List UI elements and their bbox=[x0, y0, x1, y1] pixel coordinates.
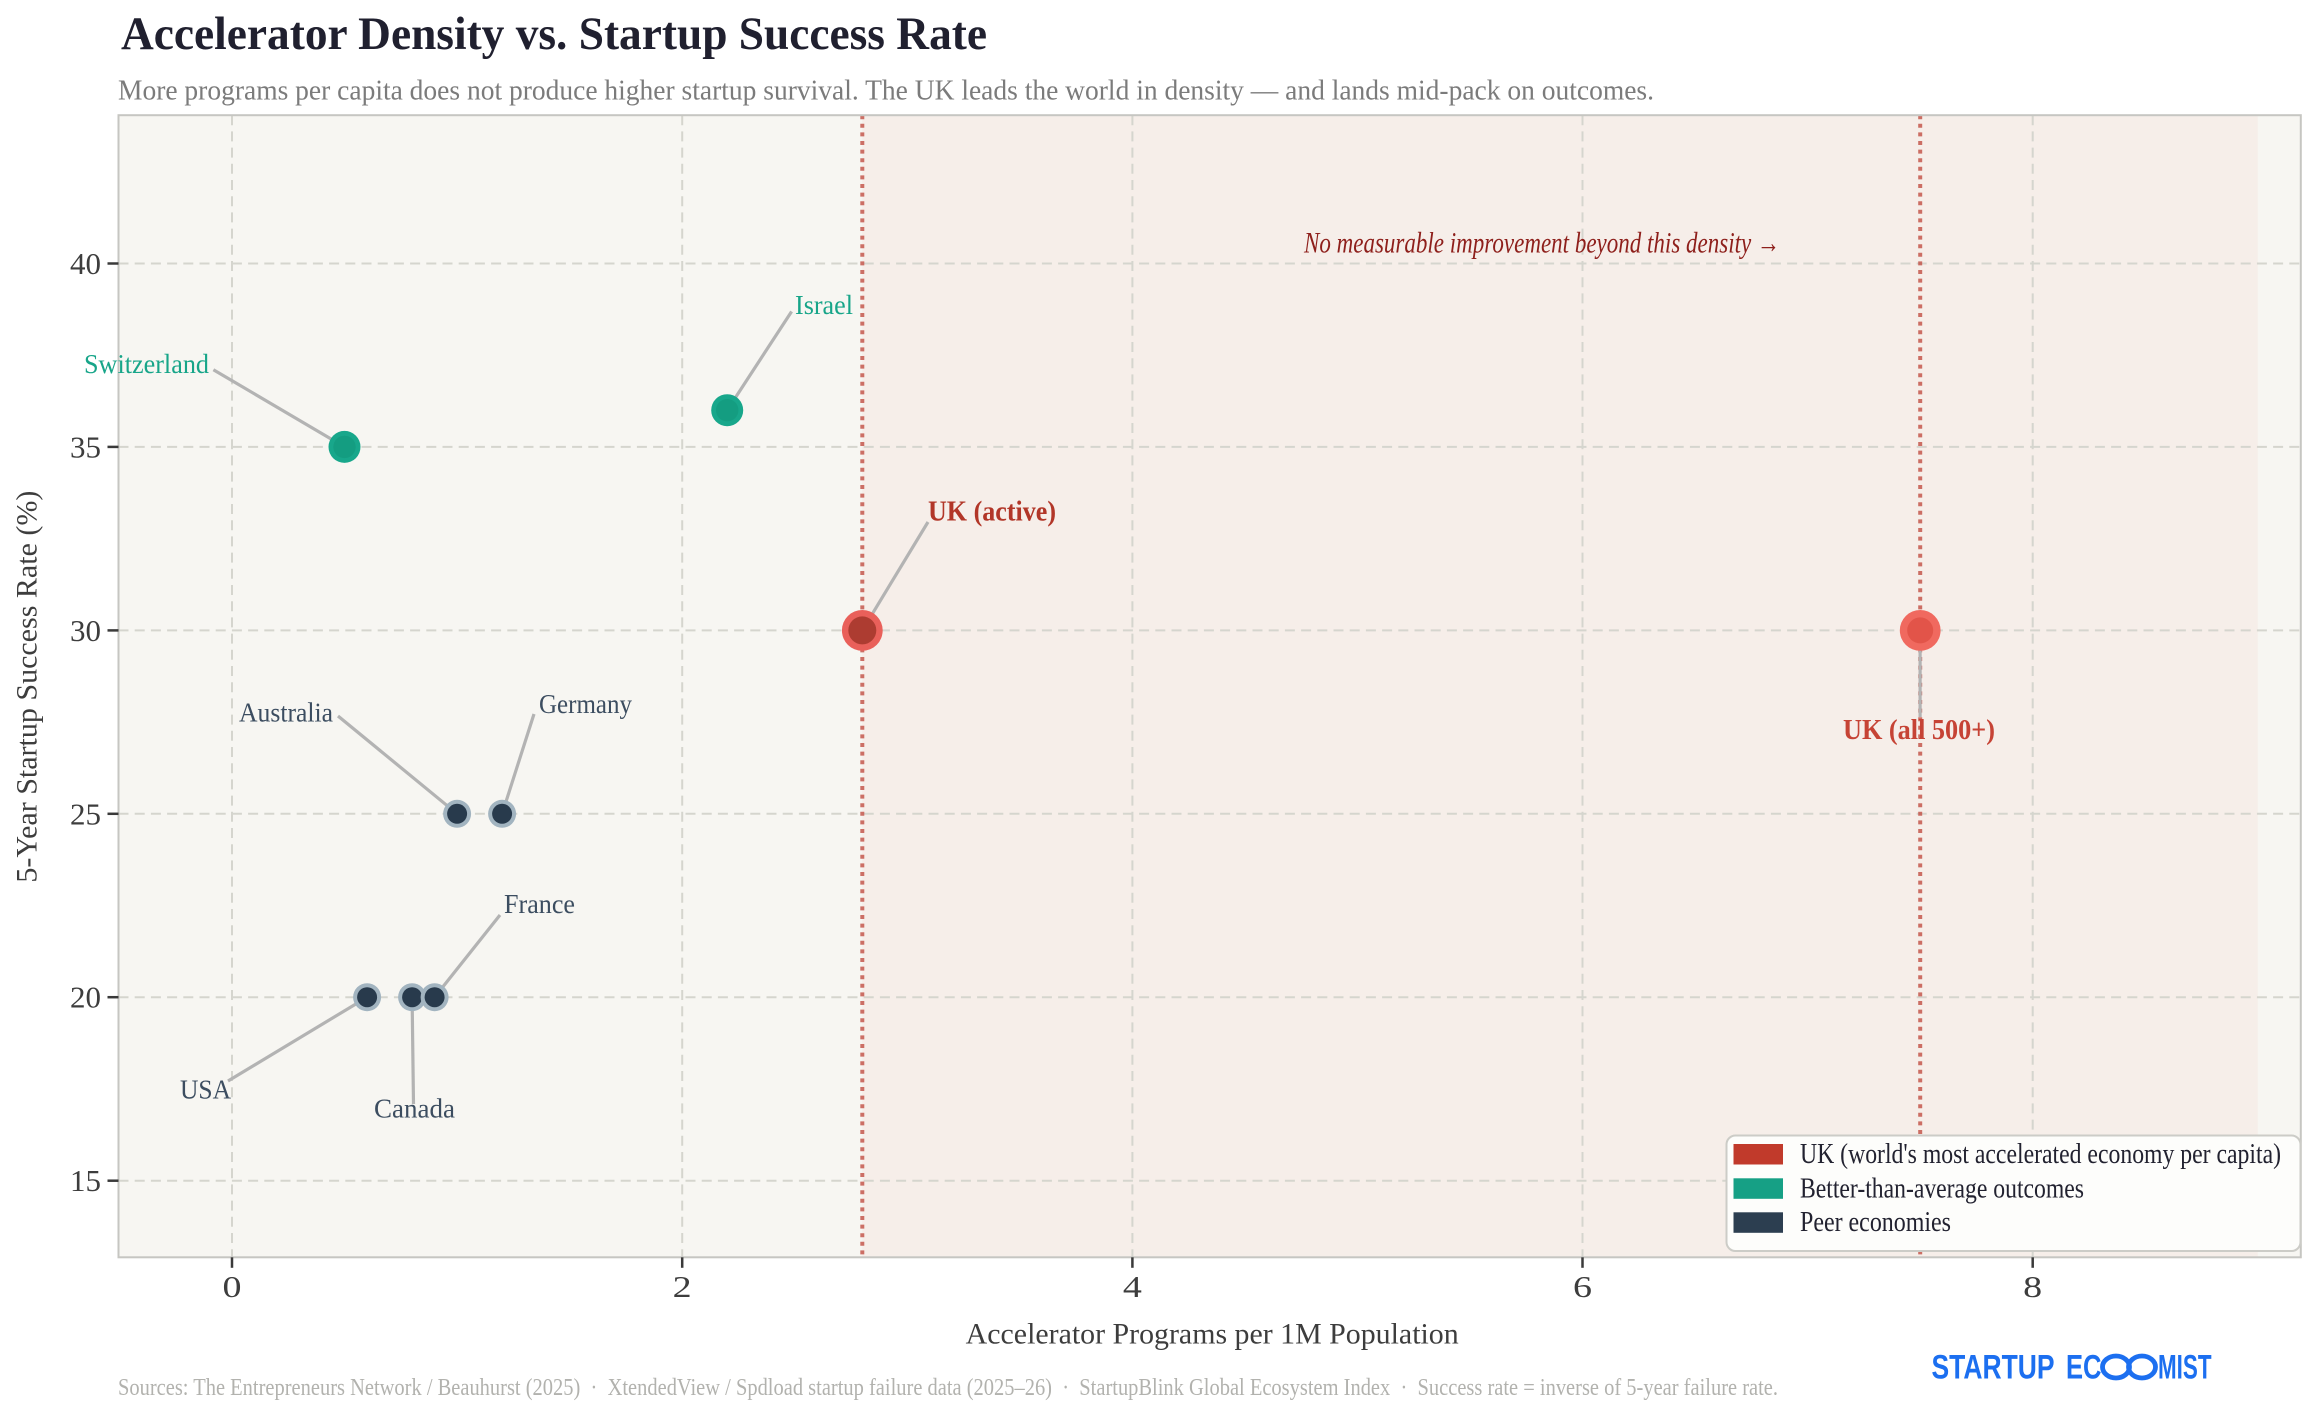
svg-text:Germany: Germany bbox=[539, 688, 632, 719]
svg-text:Canada: Canada bbox=[374, 1092, 455, 1123]
svg-text:40: 40 bbox=[70, 246, 101, 281]
svg-text:25: 25 bbox=[70, 796, 101, 831]
svg-text:5-Year Startup Success Rate (%: 5-Year Startup Success Rate (%) bbox=[12, 491, 44, 883]
svg-text:0: 0 bbox=[223, 1269, 242, 1304]
svg-text:Israel: Israel bbox=[795, 289, 853, 320]
svg-text:8: 8 bbox=[2023, 1269, 2042, 1304]
svg-text:35: 35 bbox=[70, 429, 101, 464]
svg-text:Switzerland: Switzerland bbox=[84, 348, 209, 379]
svg-text:Peer economies: Peer economies bbox=[1800, 1207, 1951, 1238]
svg-text:6: 6 bbox=[1573, 1269, 1592, 1304]
svg-text:UK (active): UK (active) bbox=[928, 497, 1056, 528]
svg-text:UK (world's most accelerated e: UK (world's most accelerated economy per… bbox=[1800, 1139, 2281, 1170]
svg-text:20: 20 bbox=[70, 980, 101, 1015]
svg-text:2: 2 bbox=[673, 1269, 692, 1304]
svg-text:4: 4 bbox=[1123, 1269, 1143, 1304]
svg-text:Accelerator Programs per 1M Po: Accelerator Programs per 1M Population bbox=[966, 1319, 1459, 1351]
svg-text:USA: USA bbox=[180, 1073, 231, 1104]
svg-text:EC: EC bbox=[2066, 1349, 2102, 1387]
svg-text:MIST: MIST bbox=[2158, 1349, 2212, 1387]
svg-text:15: 15 bbox=[70, 1163, 101, 1198]
svg-text:Better-than-average outcomes: Better-than-average outcomes bbox=[1800, 1174, 2084, 1205]
svg-text:Sources: The Entrepreneurs Net: Sources: The Entrepreneurs Network / Bea… bbox=[118, 1374, 1778, 1401]
svg-text:France: France bbox=[504, 888, 575, 919]
svg-text:Accelerator Density vs. Startu: Accelerator Density vs. Startup Success … bbox=[121, 8, 987, 60]
svg-text:No measurable improvement beyo: No measurable improvement beyond this de… bbox=[1303, 227, 1780, 260]
svg-text:UK (all 500+): UK (all 500+) bbox=[1843, 715, 1995, 746]
svg-text:30: 30 bbox=[70, 613, 101, 648]
svg-text:Australia: Australia bbox=[239, 697, 333, 728]
svg-text:More programs per capita does: More programs per capita does not produc… bbox=[118, 75, 1654, 107]
svg-text:STARTUP: STARTUP bbox=[1932, 1349, 2055, 1387]
